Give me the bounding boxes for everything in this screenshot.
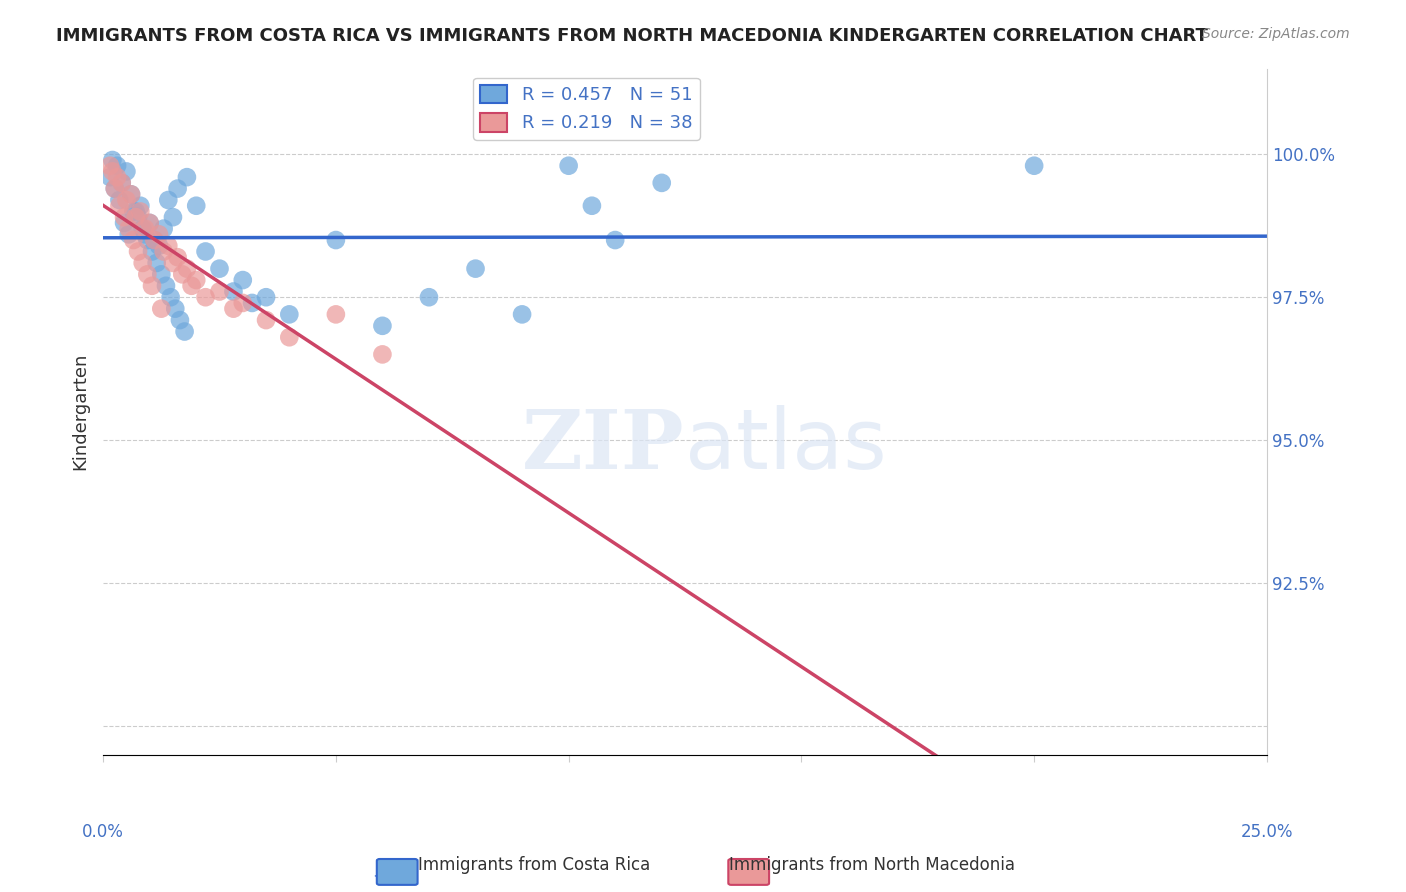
Immigrants from North Macedonia — [120, 187, 142, 202]
Immigrants from North Macedonia — [105, 170, 128, 185]
Immigrants from North Macedonia — [232, 296, 254, 310]
Immigrants from Costa Rica — [557, 159, 579, 173]
Immigrants from Costa Rica — [155, 278, 177, 293]
Immigrants from Costa Rica — [166, 181, 188, 195]
Immigrants from Costa Rica — [173, 325, 195, 339]
Immigrants from Costa Rica — [605, 233, 627, 247]
Immigrants from Costa Rica — [104, 181, 127, 195]
Immigrants from North Macedonia — [208, 285, 231, 299]
Immigrants from Costa Rica — [98, 170, 121, 185]
Immigrants from North Macedonia — [138, 216, 160, 230]
Text: ZIP: ZIP — [523, 406, 685, 486]
Immigrants from Costa Rica — [101, 153, 124, 167]
Immigrants from Costa Rica — [1024, 159, 1046, 173]
Immigrants from Costa Rica — [159, 290, 181, 304]
Immigrants from North Macedonia — [98, 159, 121, 173]
Text: IMMIGRANTS FROM COSTA RICA VS IMMIGRANTS FROM NORTH MACEDONIA KINDERGARTEN CORRE: IMMIGRANTS FROM COSTA RICA VS IMMIGRANTS… — [56, 27, 1208, 45]
Immigrants from Costa Rica — [152, 221, 174, 235]
Immigrants from North Macedonia — [278, 330, 301, 344]
Text: Immigrants from North Macedonia: Immigrants from North Macedonia — [728, 856, 1015, 874]
Immigrants from Costa Rica — [186, 199, 208, 213]
Immigrants from North Macedonia — [162, 256, 184, 270]
Text: 25.0%: 25.0% — [1240, 823, 1294, 841]
Immigrants from Costa Rica — [148, 239, 170, 253]
Immigrants from Costa Rica — [129, 199, 152, 213]
Immigrants from Costa Rica — [278, 307, 301, 321]
Immigrants from North Macedonia — [371, 347, 394, 361]
Immigrants from Costa Rica — [112, 216, 135, 230]
Immigrants from Costa Rica — [120, 187, 142, 202]
Immigrants from North Macedonia — [152, 244, 174, 259]
Immigrants from Costa Rica — [111, 176, 134, 190]
Text: atlas: atlas — [685, 405, 887, 486]
Immigrants from North Macedonia — [136, 268, 159, 282]
Immigrants from Costa Rica — [464, 261, 486, 276]
Immigrants from Costa Rica — [141, 244, 163, 259]
Y-axis label: Kindergarten: Kindergarten — [72, 353, 89, 470]
Immigrants from Costa Rica — [143, 233, 166, 247]
Immigrants from North Macedonia — [108, 199, 131, 213]
Immigrants from North Macedonia — [127, 244, 149, 259]
Immigrants from North Macedonia — [143, 233, 166, 247]
Legend: R = 0.457   N = 51, R = 0.219   N = 38: R = 0.457 N = 51, R = 0.219 N = 38 — [472, 78, 700, 140]
Immigrants from North Macedonia — [186, 273, 208, 287]
Immigrants from Costa Rica — [127, 210, 149, 224]
Immigrants from North Macedonia — [150, 301, 173, 316]
Immigrants from North Macedonia — [101, 164, 124, 178]
Immigrants from North Macedonia — [129, 204, 152, 219]
Immigrants from Costa Rica — [125, 204, 148, 219]
Immigrants from Costa Rica — [222, 285, 245, 299]
Immigrants from North Macedonia — [325, 307, 347, 321]
Immigrants from Costa Rica — [194, 244, 217, 259]
Immigrants from Costa Rica — [162, 210, 184, 224]
Text: 0.0%: 0.0% — [82, 823, 124, 841]
Immigrants from Costa Rica — [115, 164, 138, 178]
Immigrants from North Macedonia — [125, 210, 148, 224]
Immigrants from Costa Rica — [169, 313, 191, 327]
Immigrants from Costa Rica — [157, 193, 180, 207]
Immigrants from Costa Rica — [254, 290, 277, 304]
Immigrants from North Macedonia — [115, 193, 138, 207]
Immigrants from Costa Rica — [118, 227, 141, 242]
Immigrants from Costa Rica — [418, 290, 440, 304]
Immigrants from Costa Rica — [131, 221, 153, 235]
Immigrants from North Macedonia — [222, 301, 245, 316]
Immigrants from North Macedonia — [141, 278, 163, 293]
Immigrants from Costa Rica — [134, 227, 156, 242]
Immigrants from North Macedonia — [180, 278, 202, 293]
Immigrants from Costa Rica — [371, 318, 394, 333]
Text: Source: ZipAtlas.com: Source: ZipAtlas.com — [1202, 27, 1350, 41]
Immigrants from North Macedonia — [111, 176, 134, 190]
Immigrants from Costa Rica — [232, 273, 254, 287]
Immigrants from Costa Rica — [145, 256, 167, 270]
Immigrants from North Macedonia — [254, 313, 277, 327]
Immigrants from Costa Rica — [136, 233, 159, 247]
Immigrants from North Macedonia — [166, 250, 188, 264]
Immigrants from North Macedonia — [118, 221, 141, 235]
Immigrants from Costa Rica — [325, 233, 347, 247]
Immigrants from Costa Rica — [208, 261, 231, 276]
Immigrants from North Macedonia — [112, 210, 135, 224]
Immigrants from Costa Rica — [105, 159, 128, 173]
Immigrants from North Macedonia — [104, 181, 127, 195]
Immigrants from Costa Rica — [510, 307, 533, 321]
Immigrants from North Macedonia — [194, 290, 217, 304]
Immigrants from North Macedonia — [134, 221, 156, 235]
Immigrants from Costa Rica — [122, 204, 145, 219]
Immigrants from Costa Rica — [651, 176, 673, 190]
Immigrants from North Macedonia — [176, 261, 198, 276]
Text: Immigrants from Costa Rica: Immigrants from Costa Rica — [418, 856, 651, 874]
Immigrants from North Macedonia — [131, 256, 153, 270]
Immigrants from Costa Rica — [176, 170, 198, 185]
Immigrants from Costa Rica — [165, 301, 187, 316]
Immigrants from Costa Rica — [108, 193, 131, 207]
Immigrants from North Macedonia — [157, 239, 180, 253]
Immigrants from North Macedonia — [148, 227, 170, 242]
Immigrants from Costa Rica — [240, 296, 263, 310]
Immigrants from North Macedonia — [122, 233, 145, 247]
Immigrants from Costa Rica — [138, 216, 160, 230]
Immigrants from Costa Rica — [581, 199, 603, 213]
Immigrants from North Macedonia — [172, 268, 194, 282]
Immigrants from Costa Rica — [150, 268, 173, 282]
